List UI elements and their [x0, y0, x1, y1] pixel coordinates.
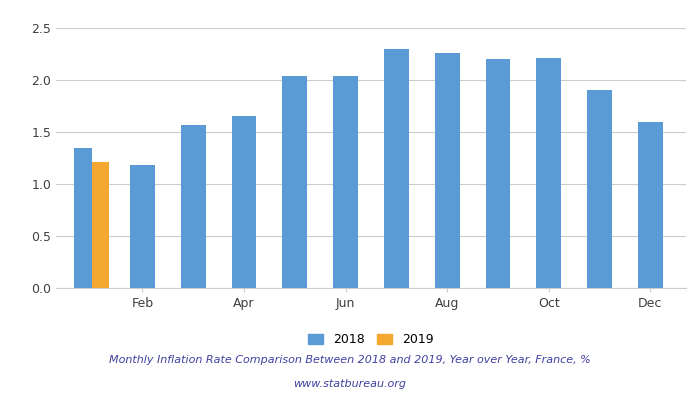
Bar: [282, 76, 307, 288]
Bar: [486, 59, 510, 288]
Bar: [181, 125, 206, 288]
Bar: [333, 76, 358, 288]
Bar: [536, 58, 561, 288]
Bar: [232, 116, 256, 288]
Text: Monthly Inflation Rate Comparison Between 2018 and 2019, Year over Year, France,: Monthly Inflation Rate Comparison Betwee…: [109, 355, 591, 365]
Bar: [638, 122, 663, 288]
Bar: [435, 53, 460, 288]
Bar: [74, 148, 92, 288]
Bar: [130, 165, 155, 288]
Bar: [587, 90, 612, 288]
Bar: [384, 49, 409, 288]
Text: www.statbureau.org: www.statbureau.org: [293, 379, 407, 389]
Bar: [92, 162, 109, 288]
Legend: 2018, 2019: 2018, 2019: [303, 328, 439, 351]
